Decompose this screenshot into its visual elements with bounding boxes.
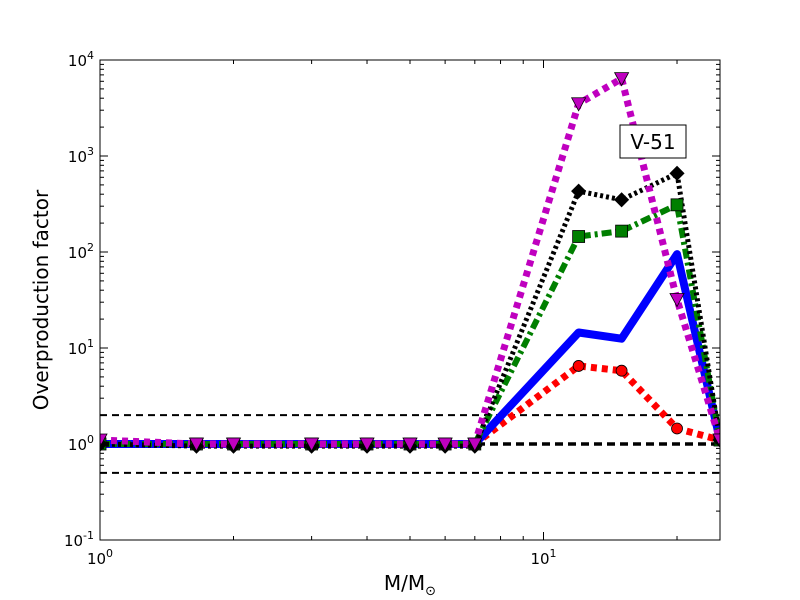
data-point-square	[615, 224, 629, 238]
tick-label: 10-1	[64, 529, 94, 550]
x-axis-label-subscript: ⊙	[425, 584, 436, 599]
tick-label: 100	[87, 547, 113, 568]
data-point-circle	[615, 364, 628, 377]
data-point-diamond	[669, 165, 685, 181]
tick-label: 103	[68, 145, 94, 166]
tick-label: 101	[68, 337, 94, 358]
data-point-square	[572, 230, 586, 243]
tick-label: 100	[68, 433, 94, 454]
y-axis-label: Overproduction factor	[29, 189, 53, 410]
data-point-diamond	[571, 183, 587, 199]
data-point-triangle-down	[225, 437, 242, 452]
data-point-circle	[572, 360, 585, 372]
data-point-square	[670, 198, 684, 212]
x-axis-label-text: M/M	[384, 571, 425, 595]
annotation-label: V-51	[630, 130, 675, 154]
data-point-triangle-down	[303, 437, 320, 452]
tick-label: 102	[68, 241, 94, 262]
data-point-triangle-down	[437, 437, 453, 452]
x-axis-label: M/M⊙	[384, 571, 436, 599]
data-point-triangle-down	[402, 437, 418, 452]
series-line	[100, 75, 720, 448]
data-point-triangle-down	[570, 97, 587, 112]
data-point-triangle-down	[188, 437, 205, 452]
data-point-triangle-down	[359, 437, 375, 452]
series-line	[100, 362, 720, 448]
data-point-triangle-down	[669, 293, 685, 308]
data-point-triangle-down	[467, 437, 483, 452]
annotation-box	[619, 124, 687, 159]
tick-label: 104	[68, 49, 94, 70]
data-point-triangle-down	[613, 72, 630, 87]
data-point-circle	[671, 422, 683, 435]
tick-label: 101	[530, 547, 556, 568]
data-point-diamond	[614, 192, 630, 208]
